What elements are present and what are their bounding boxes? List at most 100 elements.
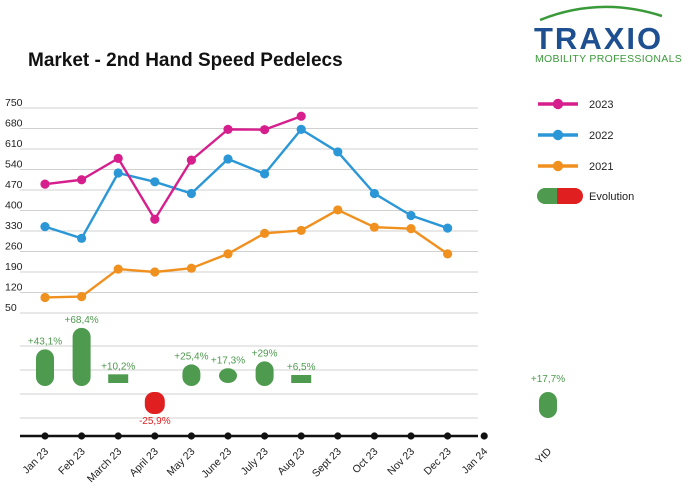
legend-2021: 2021 [538, 160, 613, 173]
data-point-2022 [296, 124, 306, 134]
x-tick-label: June 23 [199, 446, 234, 481]
x-axis-dot [151, 432, 159, 440]
x-tick-label: Feb 23 [56, 446, 88, 478]
data-point-2022 [260, 169, 270, 179]
legend-2023-marker [552, 98, 564, 110]
evolution-bars: +43,1%+68,4% +10,2% -25,9% +25,4% +17,3% +29%… [28, 315, 565, 427]
legend-evolution: Evolution [537, 188, 634, 204]
evolution-bar [144, 392, 165, 415]
data-point-2023 [296, 111, 306, 121]
x-tick-label: Jan 24 [460, 446, 491, 477]
logo-name: TRAXIO [534, 21, 663, 56]
data-point-2021 [150, 267, 160, 277]
data-point-2021 [223, 249, 233, 259]
evolution-label: -25,9% [139, 416, 171, 427]
evolution-label: +25,4% [174, 351, 208, 362]
legend-2021-marker [552, 160, 564, 172]
data-point-2023 [186, 155, 196, 165]
evolution-label: +29% [252, 348, 278, 359]
legend-2023: 2023 [538, 98, 613, 111]
series-2022 [40, 124, 453, 243]
data-point-2022 [113, 168, 123, 178]
evolution-bar [36, 349, 54, 386]
y-tick-label: 260 [5, 241, 23, 253]
logo-swoosh [539, 5, 663, 22]
x-tick-label: Jan 23 [20, 446, 51, 477]
legend-2022: 2022 [538, 129, 613, 142]
y-tick-label: 400 [5, 200, 23, 212]
x-tick-label: April 23 [127, 446, 161, 480]
evolution-bar [255, 361, 274, 386]
legend-evolution-positive [537, 188, 563, 204]
data-point-2022 [369, 188, 379, 199]
x-tick-label: Oct 23 [350, 446, 380, 476]
legend-2022-label: 2022 [589, 130, 613, 142]
legend-2022-marker [552, 129, 564, 141]
y-tick-label: 190 [5, 261, 23, 273]
legend-2021-label: 2021 [589, 161, 613, 173]
data-point-2021 [443, 249, 453, 259]
x-axis-dot [407, 432, 415, 440]
x-axis-dot [444, 432, 452, 440]
y-tick-label: 330 [5, 220, 23, 232]
series-2023 [40, 111, 306, 224]
y-tick-label: 610 [5, 138, 23, 150]
x-axis-dot [297, 432, 305, 440]
series-line-2022 [44, 128, 448, 240]
x-axis-dot [480, 432, 488, 440]
chart-title: Market - 2nd Hand Speed Pedelecs [28, 50, 343, 71]
evolution-label: +17,3% [211, 355, 245, 366]
x-tick-label: Dec 23 [422, 446, 454, 478]
x-tick-label: May 23 [165, 446, 198, 479]
data-point-2021 [113, 264, 123, 274]
data-point-2023 [260, 125, 270, 135]
legend-evolution-label: Evolution [589, 191, 634, 203]
logo-tagline: MOBILITY PROFESSIONALS [535, 53, 682, 65]
data-point-2021 [406, 224, 416, 234]
evolution-label: +43,1% [28, 336, 62, 347]
data-series [40, 111, 453, 303]
y-tick-label: 680 [5, 118, 23, 130]
x-axis-dot [114, 432, 122, 440]
x-axis-dot [370, 432, 378, 440]
data-point-2022 [223, 154, 233, 164]
data-point-2022 [443, 223, 453, 233]
data-point-2022 [77, 233, 87, 243]
traxio-logo: TRAXIO MOBILITY PROFESSIONALS [534, 5, 682, 65]
y-tick-label: 50 [5, 302, 17, 314]
legend: 2023 2022 2021 Evolution [537, 98, 634, 204]
data-point-2021 [77, 292, 87, 302]
evolution-label: +6,5% [287, 362, 316, 373]
data-point-2023 [77, 175, 87, 185]
data-point-2021 [186, 263, 196, 273]
y-tick-label: 540 [5, 159, 23, 171]
data-point-2021 [333, 205, 343, 215]
x-axis-dot [261, 432, 269, 440]
x-axis-dot [224, 432, 232, 440]
series-line-2021 [44, 208, 449, 299]
x-tick-label: Aug 23 [275, 446, 307, 478]
y-tick-label: 750 [5, 97, 23, 109]
evolution-bar [108, 374, 129, 383]
y-axis-ticks: 750 680 610 540 470 400 330 260 190 120 50 [5, 97, 23, 314]
data-point-2022 [406, 210, 416, 221]
evolution-label-ytd: +17,7% [531, 374, 565, 385]
data-point-2022 [333, 147, 343, 157]
data-point-2023 [150, 214, 160, 224]
evolution-bar [291, 375, 312, 383]
evolution-label: +68,4% [64, 315, 98, 326]
x-tick-label: Nov 23 [385, 446, 417, 478]
data-point-2023 [40, 179, 50, 189]
ytd-tick-label: YtD [533, 445, 554, 466]
x-axis-dot [187, 432, 195, 440]
evolution-label: +10,2% [101, 361, 135, 372]
evolution-bar-ytd [539, 392, 557, 418]
data-point-2021 [369, 222, 379, 232]
x-axis-dot [78, 432, 86, 440]
x-axis-dot [334, 432, 342, 440]
evolution-bar [219, 368, 237, 383]
data-point-2021 [40, 292, 50, 303]
series-line-2023 [44, 115, 302, 221]
